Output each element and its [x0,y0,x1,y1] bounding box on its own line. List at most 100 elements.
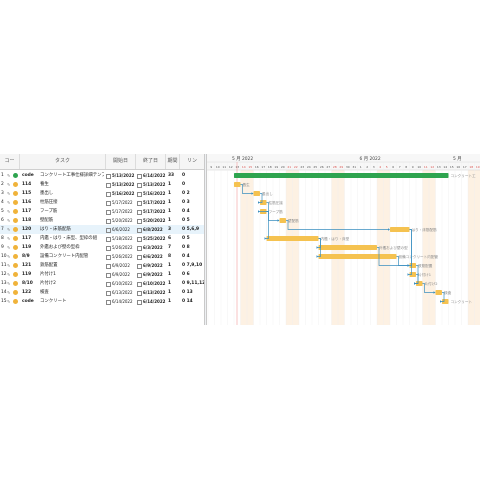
task-links: 0 4 [182,209,190,214]
task-start-date: 6/6/2022 [106,225,136,234]
calendar-icon [137,209,142,215]
task-bar[interactable] [435,290,443,295]
task-links: 0 3 [182,200,190,205]
column-header-start[interactable]: 開始日 [106,154,136,169]
status-dot-icon [13,191,18,196]
task-bar[interactable] [409,263,417,268]
dependency-arrow [388,228,390,231]
status-dot-icon [13,281,18,286]
task-links: 0 7,9,10 [182,263,203,268]
table-row[interactable]: 1 ✎ code コンクリート工事仕様詳細テンプ 5/13/2022 6/14/2022 3… [0,171,204,180]
edit-icon[interactable]: ✎ [7,227,11,232]
table-row[interactable]: 14 ✎ 122 検査 6/13/2022 6/13/2022 1 0 13 [0,288,204,297]
calendar-icon [106,200,111,206]
table-row[interactable]: 8 ✎ 117 内鑑・はり・床型、型枠の組 5/18/2022 5/25/2022 6 0 5 [0,234,204,243]
task-bar[interactable] [409,272,417,277]
dependency-link [259,202,269,212]
edit-icon[interactable]: ✎ [7,272,11,277]
edit-icon[interactable]: ✎ [7,299,11,304]
task-name: 養生 [40,182,49,187]
row-number: 12 [1,272,7,277]
task-bar[interactable] [279,218,287,223]
table-row[interactable]: 3 ✎ 115 墨出し 5/16/2022 5/16/2022 1 0 2 [0,189,204,198]
row-number: 1 [1,173,4,178]
edit-icon[interactable]: ✎ [7,281,11,286]
column-header-code[interactable]: コー [0,154,20,169]
task-duration: 1 [168,272,172,277]
edit-icon[interactable]: ✎ [7,209,11,214]
task-bar[interactable] [416,281,423,286]
table-row[interactable]: 12 ✎ 119 片付け1 6/9/2022 6/9/2022 1 0 6 [0,270,204,279]
column-header-duration[interactable]: 期間 [166,154,180,169]
edit-icon[interactable]: ✎ [7,245,11,250]
table-row[interactable]: 2 ✎ 114 養生 5/13/2022 5/13/2022 1 0 [0,180,204,189]
table-row[interactable]: 10 ✎ 8/9 設備コンクリート内配管 5/26/2022 6/6/2022 8 0 4 [0,252,204,261]
task-end-date: 6/9/2022 [137,270,167,279]
task-end-date: 6/10/2022 [137,279,167,288]
day-label: 16 [456,165,460,169]
summary-bar[interactable] [234,173,449,178]
bar-label: 設備コンクリート内配管 [399,254,439,259]
column-header-task[interactable]: タスク [20,154,106,169]
edit-icon[interactable]: ✎ [7,191,11,196]
status-dot-icon [13,200,18,205]
task-bar[interactable] [318,254,397,259]
task-bar[interactable] [266,236,319,241]
day-label: 30 [346,165,350,169]
table-row[interactable]: 15 ✎ code コンクリート 6/14/2022 6/14/2022 1 0 14 [0,297,204,306]
task-bar[interactable] [318,245,378,250]
table-row[interactable]: 9 ✎ 119 外鑑および壁の型枠 5/26/2022 6/3/2022 7 0 8 [0,243,204,252]
task-bar[interactable] [253,191,261,196]
column-header-links[interactable]: リン [186,158,197,164]
task-end-date: 6/14/2022 [137,297,167,306]
task-code: 119 [22,272,32,277]
edit-icon[interactable]: ✎ [7,200,11,205]
task-code: 8/10 [22,281,33,286]
edit-icon[interactable]: ✎ [7,218,11,223]
task-bar[interactable] [234,182,241,187]
calendar-icon [137,200,142,206]
calendar-icon [137,218,142,224]
edit-icon[interactable]: ✎ [7,182,11,187]
task-duration: 1 [168,200,172,205]
edit-icon[interactable]: ✎ [7,173,11,178]
task-bar[interactable] [442,299,449,304]
dependency-arrow [251,192,254,195]
day-label: 15 [450,165,454,169]
task-code: 8/9 [22,254,30,259]
calendar-icon [137,281,142,287]
dependency-link [266,211,269,239]
status-dot-icon [13,290,18,295]
calendar-icon [106,218,111,224]
edit-icon[interactable]: ✎ [7,236,11,241]
table-row[interactable]: 4 ✎ 116 柱筋圧接 5/17/2022 5/17/2022 1 0 3 [0,198,204,207]
task-name: フープ筋 [40,209,58,214]
table-row[interactable]: 5 ✎ 117 フープ筋 5/17/2022 5/17/2022 1 0 4 [0,207,204,216]
status-dot-icon [13,254,18,259]
table-row[interactable]: 13 ✎ 8/10 片付け2 6/10/2022 6/10/2022 1 0 9,11,12 [0,279,204,288]
status-dot-icon [13,173,18,178]
task-bar[interactable] [390,227,410,232]
task-start-date: 5/26/2022 [106,243,136,252]
day-label: 9 [412,165,414,169]
task-duration: 33 [168,173,175,178]
table-row[interactable]: 11 ✎ 121 鉄筋配置 6/9/2022 6/9/2022 1 0 7,9,10 [0,261,204,270]
splitter-handle[interactable] [204,154,207,325]
day-label: 14 [443,165,447,169]
edit-icon[interactable]: ✎ [7,263,11,268]
bar-label: 柱筋圧接 [269,200,284,205]
edit-icon[interactable]: ✎ [7,254,11,259]
table-row[interactable]: 6 ✎ 118 壁配筋 5/20/2022 5/20/2022 1 0 5 [0,216,204,225]
calendar-icon [106,209,111,215]
table-row[interactable]: 7 ✎ 120 はり・床筋配筋 6/6/2022 6/8/2022 3 0 5,6,9 [0,225,204,234]
task-end-date: 6/13/2022 [137,288,167,297]
task-end-date: 5/13/2022 [137,180,167,189]
edit-icon[interactable]: ✎ [7,290,11,295]
task-duration: 1 [168,299,172,304]
task-duration: 1 [168,290,172,295]
column-header-end[interactable]: 終了日 [136,154,166,169]
month-label: 5 月 [453,156,462,162]
day-label: 9 [210,165,212,169]
task-bar[interactable] [260,200,267,205]
day-label: 19 [274,165,278,169]
